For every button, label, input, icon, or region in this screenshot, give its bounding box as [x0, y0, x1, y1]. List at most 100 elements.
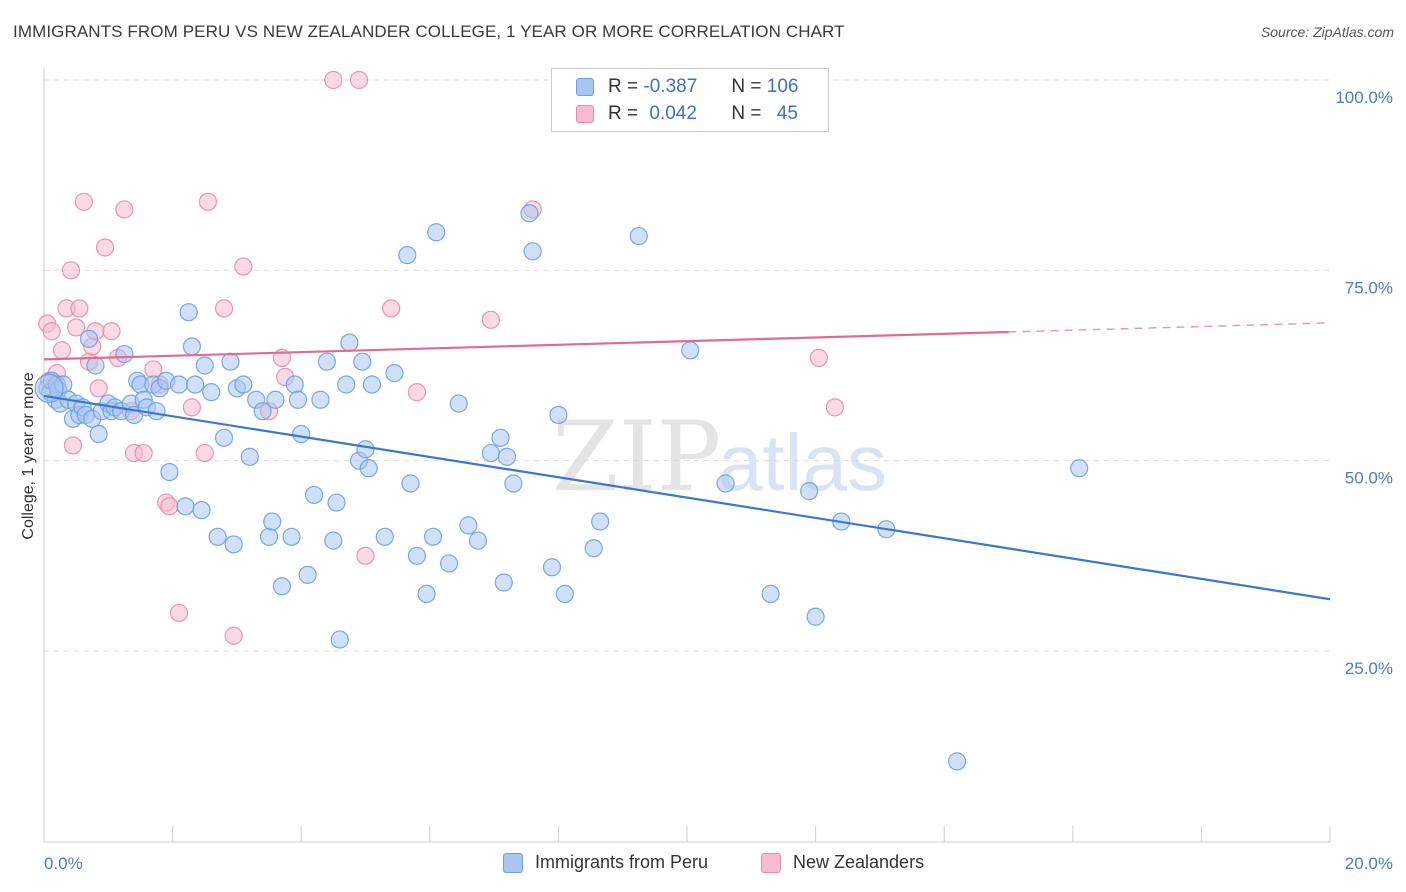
new-zealanders-points [38, 70, 844, 645]
x-tick-label: 0.0% [44, 854, 83, 873]
peru-point [179, 303, 198, 322]
y-tick-label: 25.0% [1345, 659, 1393, 678]
nz-point [52, 341, 72, 360]
r-label: R = [608, 76, 639, 97]
peru-point [356, 440, 375, 459]
peru-point [160, 462, 179, 482]
peru-point [542, 558, 562, 577]
series-legend: Immigrants from Peru New Zealanders [0, 852, 1406, 876]
peru-point [427, 223, 446, 242]
nz-point [198, 192, 218, 211]
peru-point [234, 375, 253, 394]
r-label: R = [608, 103, 639, 124]
correlation-legend: R = -0.387 N = 106 R = 0.042 N = 45 [551, 68, 829, 132]
peru-point [89, 424, 108, 444]
series-legend-peru[interactable]: Immigrants from Peru [503, 852, 708, 873]
y-axis-label: College, 1 year or more [20, 372, 37, 539]
legend-swatch-nz [576, 105, 594, 123]
peru-point [288, 390, 308, 409]
nz-point [95, 238, 115, 257]
nz-point [160, 497, 179, 516]
watermark-zip: ZIP [552, 401, 721, 513]
peru-point [407, 546, 427, 565]
peru-point [115, 344, 134, 364]
x-tick-label: 20.0% [1345, 854, 1393, 873]
peru-point [359, 459, 378, 478]
peru-point [385, 364, 404, 383]
peru-point [584, 539, 603, 558]
nz-point [74, 192, 93, 211]
peru-trend-line [43, 394, 1331, 601]
n-value: 106 [766, 76, 799, 97]
peru-point [549, 405, 568, 425]
peru-point [272, 577, 292, 596]
peru-point [481, 443, 500, 463]
legend-row-peru: R = -0.387 N = 106 [576, 74, 798, 100]
series-swatch-nz [761, 852, 781, 873]
y-tick-label: 75.0% [1345, 278, 1393, 297]
nz-point [70, 299, 89, 318]
peru-point [1070, 459, 1089, 478]
peru-point [282, 527, 301, 546]
nz-trend-line [43, 330, 1009, 361]
peru-point [79, 329, 99, 348]
nz-point [349, 70, 369, 90]
series-label-nz: New Zealanders [793, 852, 925, 872]
n-label: N = [731, 103, 762, 124]
peru-point [523, 242, 542, 261]
peru-point [353, 352, 372, 371]
peru-point [681, 341, 700, 360]
peru-point [253, 402, 272, 421]
peru-point [266, 390, 285, 409]
nz-point [195, 443, 214, 463]
nz-point [89, 379, 108, 398]
peru-point [208, 527, 227, 546]
peru-point [202, 383, 221, 402]
peru-point [214, 428, 234, 447]
peru-point [34, 373, 64, 403]
peru-point [169, 375, 189, 394]
nz-point [67, 318, 86, 337]
nz-point [224, 626, 243, 645]
peru-point [459, 516, 478, 535]
nz-point [182, 398, 201, 417]
nz-point [61, 261, 81, 280]
peru-point [491, 428, 510, 447]
nz-point [42, 322, 61, 341]
nz-point [234, 257, 253, 276]
nz-point [356, 546, 375, 565]
peru-point [176, 497, 195, 516]
peru-point [520, 204, 539, 223]
peru-point [494, 573, 513, 592]
series-legend-nz[interactable]: New Zealanders [761, 852, 924, 873]
peru-point [240, 447, 259, 466]
legend-row-nz: R = 0.042 N = 45 [576, 101, 798, 127]
grid-lines [44, 79, 1330, 652]
nz-point [825, 398, 844, 417]
nz-trend-extension [1008, 322, 1331, 333]
nz-point [407, 383, 427, 402]
peru-point [298, 565, 317, 584]
peru-point [947, 752, 967, 771]
series-swatch-peru [503, 852, 523, 873]
n-label: N = [731, 76, 762, 97]
peru-point [468, 531, 488, 550]
peru-point [398, 246, 417, 265]
y-tick-label: 50.0% [1345, 469, 1393, 488]
peru-point [497, 447, 517, 466]
peru-point [304, 485, 324, 505]
r-value: 0.042 [649, 103, 697, 124]
peru-point [224, 535, 243, 554]
nz-point [809, 348, 828, 367]
series-label-peru: Immigrants from Peru [535, 852, 709, 872]
peru-point [195, 356, 214, 375]
nz-point [63, 436, 83, 455]
peru-point [761, 584, 780, 604]
peru-point [147, 402, 166, 421]
peru-point [340, 333, 359, 352]
n-value: 45 [776, 103, 798, 124]
y-tick-label: 100.0% [1335, 88, 1393, 107]
tick-labels: 25.0% 50.0% 75.0% 100.0% 0.0% 20.0% [44, 88, 1393, 873]
peru-point [330, 630, 349, 649]
